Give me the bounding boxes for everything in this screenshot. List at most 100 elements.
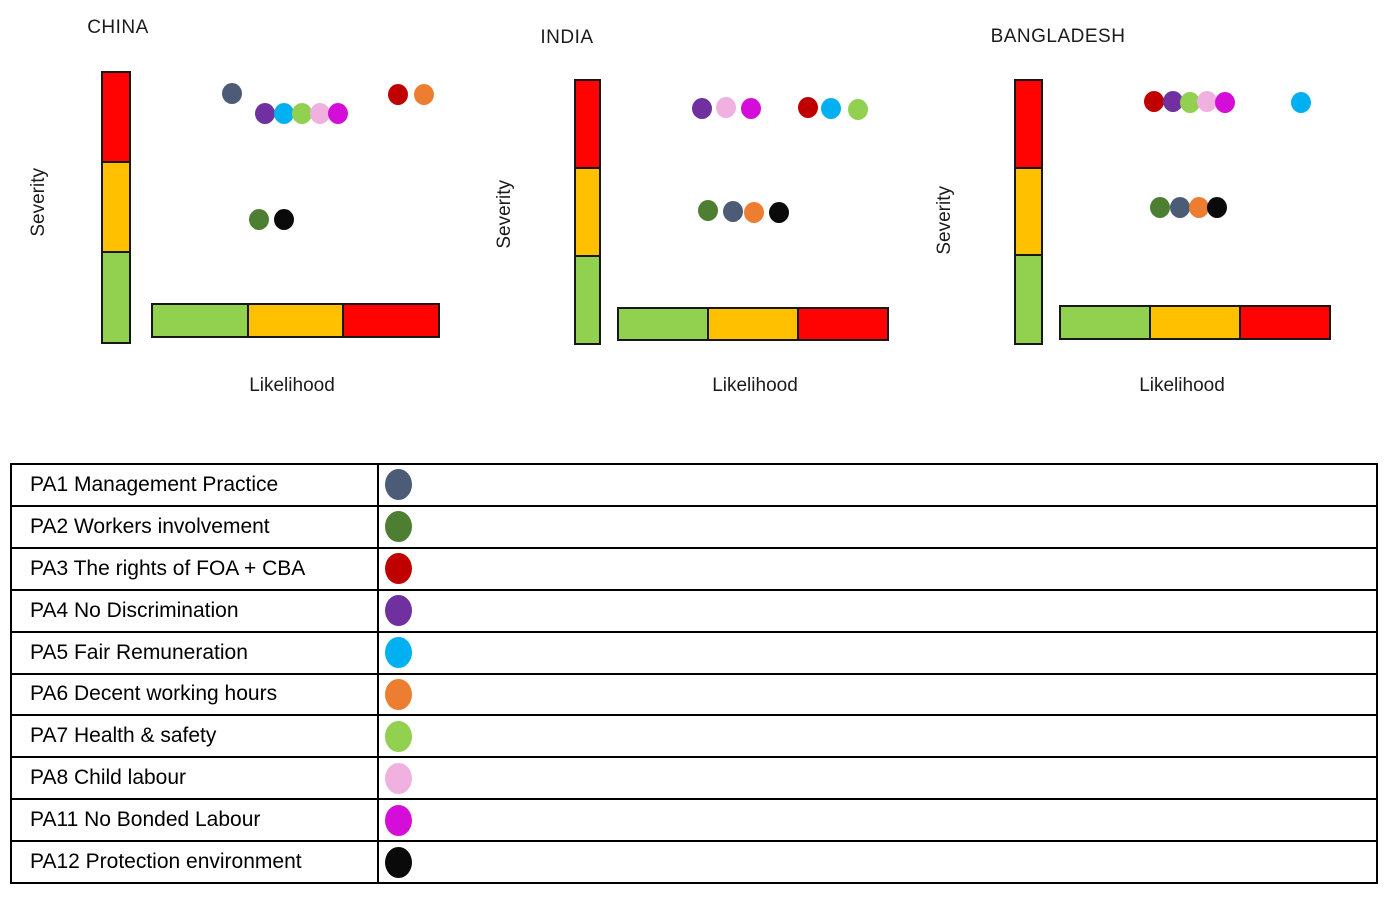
x-axis-label-likelihood: Likelihood	[712, 375, 798, 396]
legend-color-dot	[385, 720, 412, 752]
severity-zone-high	[1014, 79, 1043, 169]
dot-bangladesh-pa2	[1150, 196, 1170, 218]
chart-title-china: CHINA	[87, 17, 149, 38]
table-row: PA4 No Discrimination	[12, 590, 1376, 633]
dot-india-pa5	[821, 97, 841, 119]
table-row: PA5 Fair Remuneration	[12, 632, 1376, 675]
dot-china-pa7	[292, 102, 312, 124]
dot-bangladesh-pa3	[1144, 90, 1164, 112]
table-row: PA6 Decent working hours	[12, 674, 1376, 717]
chart-title-india: INDIA	[540, 27, 594, 48]
dot-india-pa1	[723, 200, 743, 222]
dot-bangladesh-pa1	[1170, 196, 1190, 218]
legend-color-dot	[385, 553, 412, 585]
dot-india-pa8	[716, 96, 736, 118]
table-row: PA11 No Bonded Labour	[12, 800, 1376, 843]
legend-color-cell	[379, 633, 1376, 673]
y-axis-label-severity: Severity	[28, 168, 49, 237]
legend-color-cell	[379, 842, 1376, 882]
legend-label: PA5 Fair Remuneration	[12, 632, 379, 673]
dot-bangladesh-pa12	[1207, 196, 1227, 218]
likelihood-zone-high	[342, 303, 441, 338]
legend-label: PA4 No Discrimination	[12, 590, 379, 631]
likelihood-zone-medium	[707, 307, 799, 341]
legend-color-cell	[379, 758, 1376, 798]
legend-label: PA2 Workers involvement	[12, 506, 379, 547]
table-row: PA2 Workers involvement	[12, 506, 1376, 549]
y-axis-label-severity: Severity	[494, 180, 515, 249]
dot-india-pa11	[741, 97, 761, 119]
legend-label: PA1 Management Practice	[12, 465, 379, 505]
dot-india-pa2	[698, 199, 718, 221]
severity-zone-low	[574, 255, 601, 345]
legend-label: PA7 Health & safety	[12, 716, 379, 757]
dot-china-pa2	[249, 208, 269, 230]
likelihood-zone-medium	[1149, 305, 1241, 340]
dot-china-pa12	[274, 208, 294, 230]
chart-title-bangladesh: BANGLADESH	[990, 26, 1126, 47]
dot-china-pa6	[414, 83, 434, 105]
legend-label: PA3 The rights of FOA + CBA	[12, 548, 379, 589]
likelihood-axis-bar	[1059, 305, 1331, 340]
dot-bangladesh-pa4	[1163, 90, 1183, 112]
severity-axis-bar	[1014, 79, 1043, 345]
severity-zone-medium	[1014, 166, 1043, 257]
dot-india-pa3	[798, 96, 818, 118]
table-row: PA12 Protection environment	[12, 842, 1376, 883]
legend-color-cell	[379, 465, 1376, 505]
y-axis-label-severity: Severity	[934, 186, 955, 255]
legend-color-dot	[385, 595, 412, 627]
dot-bangladesh-pa5	[1291, 91, 1311, 113]
legend-color-cell	[379, 675, 1376, 715]
likelihood-axis-bar	[151, 303, 441, 338]
likelihood-zone-low	[1059, 305, 1151, 340]
severity-axis-bar	[101, 71, 131, 345]
legend-color-dot	[385, 846, 412, 878]
dot-india-pa4	[692, 97, 712, 119]
likelihood-zone-low	[617, 307, 709, 341]
dot-bangladesh-pa8	[1197, 90, 1217, 112]
dot-china-pa5	[274, 102, 294, 124]
dot-china-pa1	[222, 82, 242, 104]
legend-label: PA11 No Bonded Labour	[12, 800, 379, 841]
legend-label: PA12 Protection environment	[12, 842, 379, 883]
likelihood-zone-medium	[246, 303, 345, 338]
dot-china-pa3	[388, 83, 408, 105]
legend-color-dot	[385, 678, 412, 710]
severity-zone-high	[101, 71, 131, 164]
likelihood-zone-high	[797, 307, 889, 341]
legend-color-dot	[385, 511, 412, 543]
legend-label: PA8 Child labour	[12, 758, 379, 799]
legend-label: PA6 Decent working hours	[12, 674, 379, 715]
severity-zone-low	[101, 250, 131, 345]
likelihood-axis-bar	[617, 307, 889, 341]
dot-bangladesh-pa7	[1180, 91, 1200, 113]
likelihood-zone-low	[151, 303, 249, 338]
severity-zone-medium	[101, 161, 131, 253]
severity-axis-bar	[574, 79, 601, 345]
table-row: PA8 Child labour	[12, 758, 1376, 801]
dot-china-pa4	[255, 102, 275, 124]
severity-zone-medium	[574, 167, 601, 258]
legend-color-dot	[385, 637, 412, 669]
legend-color-cell	[379, 591, 1376, 631]
table-row: PA3 The rights of FOA + CBA	[12, 548, 1376, 591]
table-row: PA7 Health & safety	[12, 716, 1376, 759]
dot-india-pa6	[744, 201, 764, 223]
dot-india-pa7	[848, 98, 868, 120]
dot-china-pa8	[310, 102, 330, 124]
dot-china-pa11	[328, 102, 348, 124]
legend-color-cell	[379, 716, 1376, 756]
x-axis-label-likelihood: Likelihood	[1139, 375, 1225, 396]
legend-color-dot	[385, 469, 412, 501]
legend-color-cell	[379, 549, 1376, 589]
likelihood-zone-high	[1239, 305, 1331, 340]
dot-bangladesh-pa11	[1215, 91, 1235, 113]
legend-color-dot	[385, 804, 412, 836]
legend-color-dot	[385, 762, 412, 794]
dot-bangladesh-pa6	[1189, 196, 1209, 218]
legend-color-cell	[379, 800, 1376, 840]
severity-zone-high	[574, 79, 601, 170]
legend-table: PA1 Management Practice PA2 Workers invol…	[10, 463, 1378, 884]
